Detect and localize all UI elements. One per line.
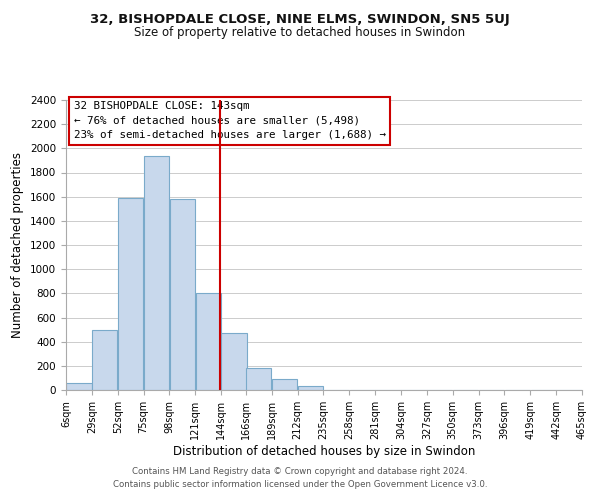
Text: Contains public sector information licensed under the Open Government Licence v3: Contains public sector information licen… (113, 480, 487, 489)
Bar (221, 333, 247, 390)
Text: 32 BISHOPDALE CLOSE: 143sqm
← 76% of detached houses are smaller (5,498)
23% of : 32 BISHOPDALE CLOSE: 143sqm ← 76% of det… (74, 102, 386, 140)
Bar (118, 198, 143, 390)
Bar (92, 330, 118, 390)
Bar (272, 378, 298, 390)
Bar (196, 294, 221, 390)
Text: Contains HM Land Registry data © Crown copyright and database right 2024.: Contains HM Land Registry data © Crown c… (132, 467, 468, 476)
Text: 32, BISHOPDALE CLOSE, NINE ELMS, SWINDON, SN5 5UJ: 32, BISHOPDALE CLOSE, NINE ELMS, SWINDON… (90, 12, 510, 26)
Text: Size of property relative to detached houses in Swindon: Size of property relative to detached ho… (134, 26, 466, 39)
Bar (144, 156, 169, 390)
Bar (298, 386, 323, 390)
X-axis label: Distribution of detached houses by size in Swindon: Distribution of detached houses by size … (173, 444, 475, 458)
Bar (170, 199, 195, 390)
Y-axis label: Number of detached properties: Number of detached properties (11, 152, 25, 338)
Bar (246, 368, 271, 390)
Bar (66, 384, 92, 390)
